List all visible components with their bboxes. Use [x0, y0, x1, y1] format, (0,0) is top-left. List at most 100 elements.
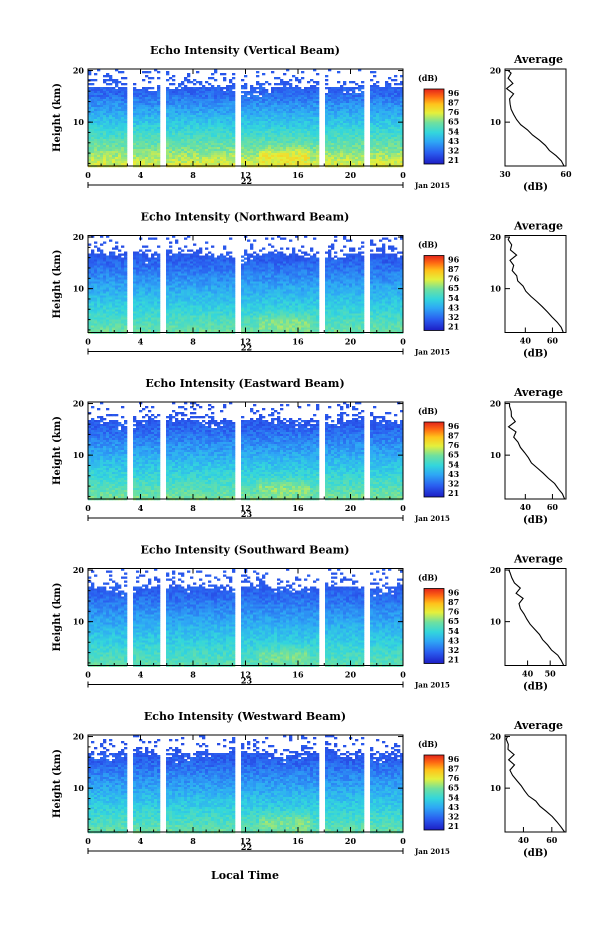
heatmap-cell [148, 269, 152, 272]
heatmap-cell [289, 141, 293, 144]
heatmap-cell [343, 237, 347, 240]
heatmap-cell [379, 155, 383, 158]
heatmap-cell [304, 115, 308, 118]
heatmap-cell [181, 91, 185, 94]
heatmap-cell [280, 101, 284, 104]
heatmap-cell [115, 141, 119, 144]
heatmap-cell [151, 119, 155, 122]
heatmap-cell [169, 257, 173, 260]
heatmap-cell [169, 111, 173, 114]
heatmap-cell [376, 125, 380, 128]
heatmap-cell [394, 79, 398, 82]
heatmap-cell [106, 269, 110, 272]
heatmap-cell [373, 129, 377, 132]
heatmap-cell [157, 71, 161, 74]
heatmap-cell [103, 151, 107, 154]
heatmap-cell [232, 259, 236, 262]
heatmap-cell [133, 123, 137, 126]
heatmap-cell [283, 107, 287, 110]
heatmap-cell [187, 261, 191, 264]
heatmap-cell [97, 147, 101, 150]
heatmap-cell [391, 143, 395, 146]
heatmap-cell [397, 87, 401, 90]
heatmap-cell [271, 109, 275, 112]
heatmap-cell [196, 251, 200, 254]
heatmap-cell [328, 89, 332, 92]
heatmap-cell [250, 263, 254, 266]
heatmap-cell [271, 129, 275, 132]
heatmap-cell [184, 133, 188, 136]
heatmap-cell [328, 139, 332, 142]
heatmap-cell [139, 249, 143, 252]
heatmap-cell [379, 107, 383, 110]
heatmap-cell [145, 89, 149, 92]
heatmap-cell [259, 159, 263, 162]
heatmap-cell [103, 137, 107, 140]
heatmap-cell [301, 77, 305, 80]
heatmap-cell [316, 115, 320, 118]
heatmap-cell [100, 125, 104, 128]
heatmap-cell [250, 147, 254, 150]
heatmap-cell [145, 159, 149, 162]
heatmap-cell [190, 153, 194, 156]
heatmap-cell [343, 125, 347, 128]
heatmap-cell [202, 111, 206, 114]
heatmap-cell [157, 141, 161, 144]
heatmap-cell [196, 259, 200, 262]
heatmap-cell [193, 121, 197, 124]
heatmap-cell [388, 85, 392, 88]
heatmap-cell [370, 261, 374, 264]
heatmap-cell [334, 265, 338, 268]
heatmap-cell [265, 81, 269, 84]
heatmap-cell [91, 137, 95, 140]
heatmap-cell [100, 111, 104, 114]
heatmap-cell [268, 109, 272, 112]
heatmap-cell [193, 251, 197, 254]
heatmap-cell [259, 93, 263, 96]
heatmap-cell [136, 149, 140, 152]
heatmap-cell [355, 153, 359, 156]
heatmap-cell [199, 263, 203, 266]
heatmap-cell [106, 123, 110, 126]
heatmap-cell [157, 135, 161, 138]
heatmap-cell [379, 163, 383, 166]
heatmap-cell [352, 257, 356, 260]
heatmap-cell [277, 153, 281, 156]
heatmap-cell [352, 259, 356, 262]
heatmap-cell [298, 111, 302, 114]
heatmap-cell [361, 163, 365, 166]
heatmap-cell [187, 113, 191, 116]
heatmap-cell [340, 109, 344, 112]
heatmap-cell [181, 123, 185, 126]
heatmap-cell [193, 95, 197, 98]
heatmap-cell [391, 161, 395, 164]
heatmap-cell [100, 131, 104, 134]
heatmap-cell [157, 89, 161, 92]
heatmap-cell [379, 153, 383, 156]
heatmap-cell [244, 93, 248, 96]
heatmap-cell [175, 159, 179, 162]
heatmap-cell [265, 89, 269, 92]
heatmap-cell [373, 99, 377, 102]
heatmap-cell [100, 121, 104, 124]
heatmap-cell [139, 253, 143, 256]
heatmap-cell [169, 121, 173, 124]
heatmap-cell [400, 123, 404, 126]
heatmap-cell [157, 253, 161, 256]
heatmap-cell [286, 87, 290, 90]
heatmap-cell [202, 139, 206, 142]
heatmap-cell [118, 103, 122, 106]
heatmap-cell [94, 129, 98, 132]
heatmap-cell [142, 101, 146, 104]
heatmap-cell [385, 87, 389, 90]
heatmap-cell [391, 125, 395, 128]
heatmap-cell [166, 91, 170, 94]
heatmap-cell [382, 103, 386, 106]
heatmap-cell [226, 103, 230, 106]
heatmap-cell [253, 149, 257, 152]
heatmap-cell [256, 143, 260, 146]
heatmap-cell [256, 83, 260, 86]
heatmap-cell [331, 103, 335, 106]
heatmap-cell [370, 147, 374, 150]
heatmap-cell [244, 143, 248, 146]
